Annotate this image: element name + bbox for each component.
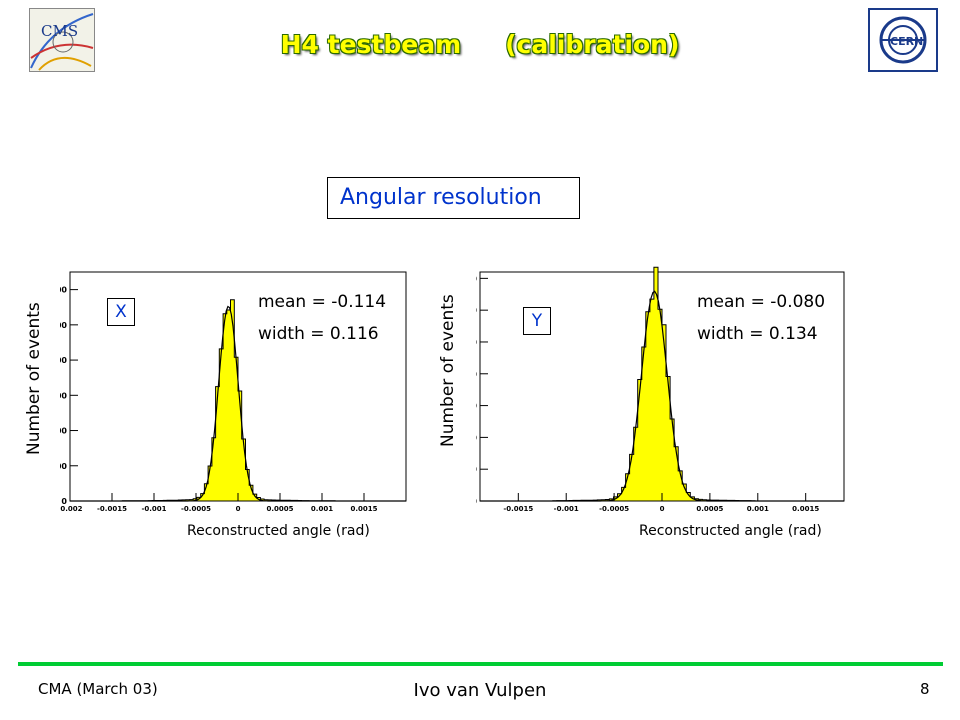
cern-logo: CERN — [868, 8, 938, 72]
x-tick-label: -0.001 — [141, 505, 166, 513]
fit-curve — [70, 305, 406, 502]
x-axis-label-y: Reconstructed angle (rad) — [639, 523, 822, 539]
page-number: 8 — [920, 680, 930, 698]
x-tick-label: 0.0015 — [792, 505, 819, 513]
y-tick-label: 700 — [476, 274, 477, 283]
x-tick-label: -0.002 — [60, 505, 83, 513]
section-label: Angular resolution — [327, 177, 580, 219]
x-tick-label: 0.0005 — [266, 505, 293, 513]
x-tick-label: 0 — [660, 505, 665, 513]
y-tick-label: 500 — [476, 338, 477, 347]
y-tick-label: 600 — [60, 391, 67, 400]
x-tick-label: 0 — [236, 505, 241, 513]
y-tick-label: 0 — [61, 497, 67, 506]
panel-tag-y: Y — [523, 307, 551, 335]
footer-author: Ivo van Vulpen — [413, 680, 547, 701]
svg-text:CERN: CERN — [890, 35, 923, 48]
panel-tag-x: X — [107, 298, 135, 326]
y-tick-label: 1200 — [60, 286, 67, 295]
y-tick-label: 1000 — [60, 321, 67, 330]
y-tick-label: 200 — [60, 462, 67, 471]
y-tick-label: 200 — [476, 433, 477, 442]
y-tick-label: 800 — [60, 356, 67, 365]
svg-text:CMS: CMS — [41, 22, 78, 40]
y-tick-label: 400 — [476, 370, 477, 379]
width-label-x: width = 0.116 — [258, 324, 379, 344]
y-tick-label: 300 — [476, 402, 477, 411]
slide-title: H4 testbeam (calibration) — [0, 30, 960, 59]
title-right: (calibration) — [505, 30, 680, 59]
title-left: H4 testbeam — [280, 30, 462, 59]
y-axis-label-x: Number of events — [24, 302, 44, 455]
x-tick-label: -0.0005 — [181, 505, 211, 513]
y-tick-label: 100 — [476, 465, 477, 474]
footer-left: CMA (March 03) — [38, 680, 158, 698]
mean-label-x: mean = -0.114 — [258, 292, 387, 312]
mean-label-y: mean = -0.080 — [697, 292, 826, 312]
x-axis-label-x: Reconstructed angle (rad) — [187, 523, 370, 539]
y-tick-label: 0 — [476, 497, 477, 506]
x-tick-label: -0.0015 — [97, 505, 127, 513]
x-tick-label: 0.001 — [311, 505, 333, 513]
cms-logo: CMS — [29, 8, 95, 72]
x-tick-label: -0.0015 — [503, 505, 533, 513]
x-tick-label: -0.0005 — [599, 505, 629, 513]
y-axis-label-y: Number of events — [438, 294, 458, 447]
footer-divider — [18, 662, 943, 666]
y-tick-label: 400 — [60, 427, 67, 436]
y-tick-label: 600 — [476, 306, 477, 315]
x-tick-label: 0.0005 — [696, 505, 723, 513]
width-label-y: width = 0.134 — [697, 324, 818, 344]
x-tick-label: 0.001 — [747, 505, 769, 513]
fit-curve — [480, 290, 844, 502]
x-tick-label: -0.001 — [554, 505, 579, 513]
x-tick-label: 0.0015 — [350, 505, 377, 513]
